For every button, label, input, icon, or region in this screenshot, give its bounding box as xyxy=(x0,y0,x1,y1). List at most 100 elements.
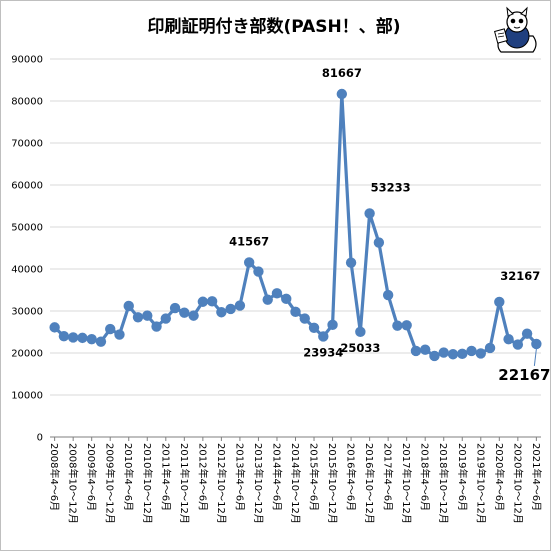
x-tick-label: 2016年4〜6月 xyxy=(345,443,358,511)
data-point xyxy=(67,332,79,343)
x-tick-label: 2020年10〜12月 xyxy=(511,443,524,524)
x-tick-label: 2010年10〜12月 xyxy=(141,443,154,524)
data-point xyxy=(503,333,514,345)
x-tick-label: 2014年10〜12月 xyxy=(289,443,302,524)
data-point xyxy=(336,88,348,100)
x-tick-label: 2021年4〜6月 xyxy=(530,443,543,511)
data-point xyxy=(225,303,236,315)
data-point xyxy=(253,266,264,277)
x-tick-label: 2019年10〜12月 xyxy=(474,443,487,524)
x-tick-label: 2012年10〜12月 xyxy=(215,443,228,524)
data-label: 22167 xyxy=(498,366,550,384)
data-label: 53233 xyxy=(371,180,411,194)
chart-title: 印刷証明付き部数(PASH！、部) xyxy=(147,16,400,37)
data-point xyxy=(169,302,181,314)
data-label: 81667 xyxy=(322,66,362,80)
data-point xyxy=(475,348,486,359)
y-tick-label: 40000 xyxy=(11,265,43,276)
x-tick-label: 2013年10〜12月 xyxy=(252,443,265,524)
data-point xyxy=(271,288,283,299)
data-point xyxy=(410,345,422,357)
data-label: 25033 xyxy=(340,341,380,355)
y-axis: 0 10000 20000 30000 40000 50000 60000 70000 8000… xyxy=(11,55,43,444)
data-point xyxy=(206,296,218,307)
cat-mascot-icon xyxy=(494,6,537,53)
data-point xyxy=(142,310,153,321)
x-tick-label: 2008年4〜6月 xyxy=(48,443,61,511)
data-point xyxy=(95,336,107,347)
y-tick-label: 20000 xyxy=(11,349,43,360)
data-point xyxy=(531,338,542,350)
data-label: 32167 xyxy=(500,269,540,283)
data-label: 41567 xyxy=(229,234,269,248)
y-tick-label: 60000 xyxy=(11,181,43,192)
data-point xyxy=(151,321,162,332)
data-point xyxy=(355,326,366,338)
y-tick-label: 80000 xyxy=(11,97,43,108)
x-tick-label: 2020年4〜6月 xyxy=(493,443,506,511)
x-tick-label: 2013年4〜6月 xyxy=(233,443,246,511)
x-tick-label: 2009年4〜6月 xyxy=(85,443,98,511)
data-point xyxy=(308,322,320,333)
data-point xyxy=(216,307,227,318)
data-point xyxy=(419,344,431,355)
data-point xyxy=(512,339,524,350)
data-point xyxy=(262,294,273,305)
data-point xyxy=(466,345,477,357)
x-axis: 2008年4〜6月 2008年10〜12月 2009年4〜6月 2009年10〜12月… xyxy=(48,437,543,524)
data-point xyxy=(290,306,301,318)
x-tick-label: 2009年10〜12月 xyxy=(104,443,117,524)
x-tick-label: 2017年4〜6月 xyxy=(382,443,395,511)
data-point xyxy=(197,296,209,307)
x-tick-label: 2018年4〜6月 xyxy=(419,443,432,511)
data-point xyxy=(77,332,88,344)
data-point xyxy=(234,300,246,311)
data-label: 23934 xyxy=(303,345,343,359)
y-tick-label: 70000 xyxy=(11,139,43,150)
x-tick-label: 2016年10〜12月 xyxy=(363,443,376,524)
data-point xyxy=(392,320,403,331)
x-tick-label: 2012年4〜6月 xyxy=(196,443,209,511)
y-tick-label: 0 xyxy=(37,433,43,444)
data-labels: 41567 23934 81667 25033 53233 32167 22167 xyxy=(229,66,550,384)
data-point xyxy=(299,313,310,324)
data-point xyxy=(401,320,412,331)
data-point xyxy=(494,296,505,308)
x-tick-label: 2015年10〜12月 xyxy=(326,443,339,524)
x-tick-label: 2014年4〜6月 xyxy=(270,443,283,511)
x-tick-label: 2011年10〜12月 xyxy=(178,443,191,524)
data-point xyxy=(457,348,468,360)
data-point xyxy=(114,329,125,340)
data-point xyxy=(373,237,385,248)
y-tick-label: 10000 xyxy=(11,391,43,402)
data-point xyxy=(429,350,440,362)
data-point xyxy=(447,349,459,360)
y-tick-label: 30000 xyxy=(11,307,43,318)
data-point xyxy=(281,293,292,305)
x-tick-label: 2018年10〜12月 xyxy=(437,443,450,524)
series-points xyxy=(49,88,542,362)
data-point xyxy=(364,208,375,219)
data-point xyxy=(49,322,60,333)
x-tick-label: 2015年4〜6月 xyxy=(308,443,321,511)
x-tick-label: 2019年4〜6月 xyxy=(456,443,469,511)
data-point xyxy=(105,323,116,335)
data-point xyxy=(123,300,134,312)
data-point xyxy=(382,289,394,301)
data-point xyxy=(327,319,338,331)
y-tick-label: 90000 xyxy=(11,55,43,66)
x-tick-label: 2017年10〜12月 xyxy=(400,443,413,524)
data-point xyxy=(438,347,449,358)
x-tick-label: 2010年4〜6月 xyxy=(122,443,135,511)
data-point xyxy=(318,331,329,342)
data-point xyxy=(521,328,533,339)
data-point xyxy=(160,313,172,324)
callout-line xyxy=(533,348,537,366)
data-point xyxy=(484,342,496,354)
data-point xyxy=(188,310,199,321)
data-point xyxy=(58,331,70,342)
data-point xyxy=(179,307,190,318)
data-point xyxy=(86,333,97,345)
